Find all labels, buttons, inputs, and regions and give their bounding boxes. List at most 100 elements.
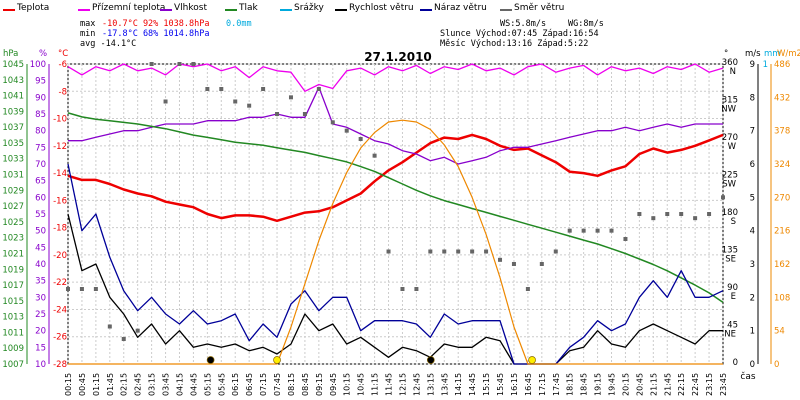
x-tick-label: 19:45 <box>608 373 617 396</box>
stats-wg: WG:8m/s <box>568 19 604 29</box>
direction-compass-label: NW <box>721 105 736 115</box>
pressure-tick-label: 1007 <box>2 360 24 370</box>
pressure-tick-label: 1021 <box>2 249 24 259</box>
direction-point <box>442 249 447 254</box>
x-tick-label: 01:45 <box>106 373 115 396</box>
x-tick-label: 10:45 <box>357 373 366 396</box>
temp-tick-label: -28 <box>53 360 67 370</box>
humidity-tick-label: 10 <box>35 360 46 370</box>
pressure-tick-label: 1033 <box>2 155 24 165</box>
x-tick-label: 07:15 <box>259 373 268 396</box>
direction-point <box>163 99 168 104</box>
x-tick-label: 00:45 <box>78 373 87 396</box>
pressure-tick-label: 1045 <box>2 60 24 70</box>
series-line <box>67 63 724 92</box>
x-tick-label: 20:15 <box>621 373 630 396</box>
direction-tick-label: 270 <box>722 133 738 143</box>
humidity-tick-label: 50 <box>35 227 46 237</box>
temp-tick-label: -14 <box>53 169 67 179</box>
stats-max-values: -10.7°C 92% 1038.8hPa <box>102 19 210 29</box>
direction-point <box>358 137 363 141</box>
stats-max-rain: 0.0mm <box>226 19 252 29</box>
x-tick-label: 15:15 <box>482 373 491 396</box>
x-tick-label: 11:15 <box>371 373 380 396</box>
pressure-tick-label: 1031 <box>2 171 24 181</box>
direction-point <box>386 249 391 254</box>
stats-sun: Slunce Východ:07:45 Západ:16:54 <box>440 29 599 39</box>
x-tick-label: 12:45 <box>412 373 421 396</box>
x-tick-label: 13:15 <box>426 373 435 396</box>
wind-tick-label: 5 <box>750 193 755 203</box>
pressure-tick-label: 1027 <box>2 202 24 212</box>
legend-label-prizemni-teplota: Přízemní teplota <box>92 3 166 13</box>
series-6 <box>66 62 725 341</box>
wind-tick-label: 6 <box>750 160 755 170</box>
wind-tick-label: 9 <box>750 60 755 70</box>
x-tick-label: 21:15 <box>649 373 658 396</box>
x-tick-label: 18:45 <box>580 373 589 396</box>
x-tick-label: 09:45 <box>329 373 338 396</box>
humidity-tick-label: 85 <box>35 110 46 120</box>
direction-tick-label: 0 <box>733 358 738 368</box>
x-tick-label: 23:45 <box>719 373 728 396</box>
legend-label-srazky: Srážky <box>294 3 324 13</box>
solar-tick-label: 108 <box>774 293 790 303</box>
humidity-tick-label: 30 <box>35 293 46 303</box>
direction-point <box>539 262 544 266</box>
unit-mm: mm <box>764 49 781 59</box>
legend-label-naraz-vetru: Náraz větru <box>434 3 487 13</box>
direction-point <box>275 112 280 116</box>
x-tick-label: 16:15 <box>510 373 519 396</box>
wind-tick-label: 2 <box>750 293 755 303</box>
direction-tick-label: 360 <box>722 58 738 68</box>
direction-point <box>135 328 140 333</box>
legend-swatch-srazky <box>280 9 292 11</box>
pressure-tick-label: 1009 <box>2 344 24 354</box>
pressure-tick-label: 1023 <box>2 234 24 244</box>
unit-celsius: °C <box>58 49 69 59</box>
direction-tick-label: 135 <box>722 246 738 256</box>
wind-tick-label: 7 <box>750 127 755 137</box>
legend-swatch-naraz-vetru <box>420 9 432 11</box>
sunset-marker <box>528 356 536 364</box>
x-tick-label: 10:15 <box>343 373 352 396</box>
stats-max-label: max <box>80 19 96 29</box>
legend-label-teplota: Teplota <box>17 3 50 13</box>
direction-point <box>498 257 503 262</box>
legend-swatch-smer-vetru <box>500 9 512 11</box>
sunrise-marker <box>273 356 281 364</box>
direction-point <box>693 216 698 221</box>
temp-tick-label: -16 <box>53 196 67 206</box>
x-tick-label: 17:45 <box>552 373 561 396</box>
direction-point <box>428 249 433 254</box>
stats-ws: WS:5.8m/s <box>500 19 547 29</box>
x-tick-label: 02:45 <box>134 373 143 396</box>
direction-compass-label: SW <box>722 180 736 190</box>
x-tick-label: 14:45 <box>468 373 477 396</box>
direction-point <box>149 62 154 66</box>
direction-point <box>107 324 112 329</box>
solar-tick-label: 216 <box>774 227 790 237</box>
humidity-tick-label: 45 <box>35 243 46 253</box>
direction-point <box>553 249 558 254</box>
x-tick-label: 15:45 <box>496 373 505 396</box>
temp-tick-label: -26 <box>53 333 67 343</box>
pressure-tick-label: 1035 <box>2 139 24 149</box>
x-tick-label: 08:45 <box>301 373 310 396</box>
legend-label-vlhkost: Vlhkost <box>174 3 207 13</box>
pressure-tick-label: 1011 <box>2 328 24 338</box>
legend-swatch-tlak <box>225 9 237 11</box>
direction-point <box>205 87 210 91</box>
x-tick-label: 20:45 <box>635 373 644 396</box>
direction-point <box>721 195 725 200</box>
direction-point <box>316 87 321 91</box>
direction-tick-label: 225 <box>722 171 738 181</box>
direction-point <box>372 153 377 158</box>
temp-tick-label: -20 <box>53 251 67 261</box>
temp-tick-label: -18 <box>53 224 67 234</box>
chart-title: 27.1.2010 <box>364 50 432 64</box>
direction-point <box>511 262 516 266</box>
pressure-tick-label: 1039 <box>2 107 24 117</box>
series-2 <box>68 86 723 165</box>
